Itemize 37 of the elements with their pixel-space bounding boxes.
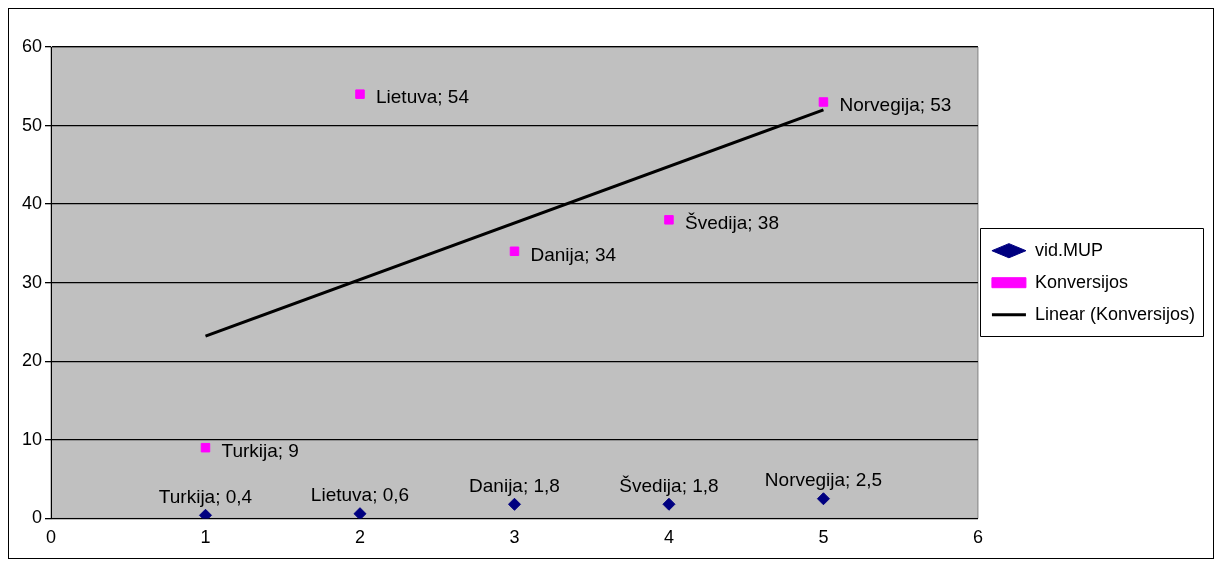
y-tick-label: 50 — [21, 114, 43, 135]
data-label: Turkija; 0,4 — [158, 485, 253, 507]
y-tick-label: 30 — [21, 271, 43, 292]
point — [662, 497, 676, 511]
y-tick-label: 20 — [21, 350, 43, 371]
y-tick-label: 40 — [21, 193, 43, 214]
x-tick-label: 2 — [354, 527, 365, 548]
point — [507, 497, 521, 511]
data-label: Danija; 34 — [530, 243, 617, 265]
x-tick-label: 4 — [663, 527, 674, 548]
point — [200, 442, 211, 453]
point — [199, 508, 213, 519]
x-tick-label: 0 — [46, 527, 57, 548]
x-tick-label: 5 — [818, 527, 829, 548]
y-tick-label: 60 — [21, 35, 43, 56]
data-label: Danija; 1,8 — [469, 474, 560, 496]
point — [816, 492, 830, 506]
point — [664, 215, 674, 225]
data-label: Švedija; 38 — [684, 212, 779, 234]
x-tick-label: 1 — [200, 527, 211, 548]
data-label: Turkija; 9 — [221, 439, 299, 461]
legend-label: Konversijos — [1034, 271, 1128, 292]
data-label: Norvegija; 53 — [839, 94, 952, 116]
point — [353, 507, 367, 519]
data-label: Švedija; 1,8 — [619, 474, 719, 496]
legend-label: Linear (Konversijos) — [1034, 303, 1196, 324]
data-label: Norvegija; 2,5 — [764, 469, 883, 491]
x-tick-label: 3 — [509, 527, 520, 548]
point — [818, 97, 829, 107]
legend-label: vid.MUP — [1034, 239, 1103, 260]
y-tick-label: 0 — [32, 507, 43, 528]
point — [509, 246, 520, 257]
data-label: Lietuva; 0,6 — [310, 484, 410, 506]
y-tick-label: 10 — [21, 428, 43, 449]
data-label: Lietuva; 54 — [375, 86, 470, 108]
point — [355, 89, 365, 99]
x-tick-label: 6 — [972, 527, 983, 548]
